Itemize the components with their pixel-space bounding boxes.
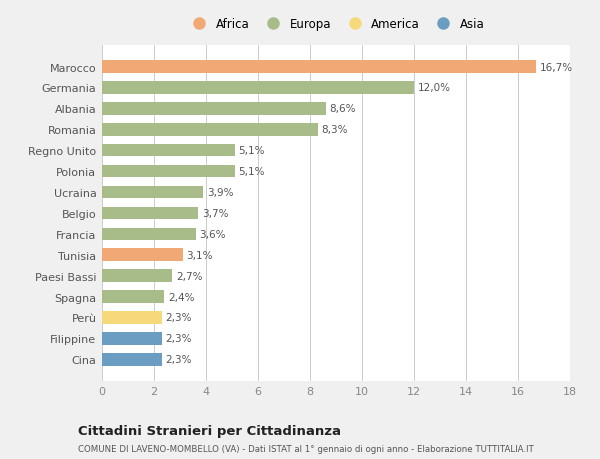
Text: 3,9%: 3,9% bbox=[208, 188, 234, 197]
Text: 8,3%: 8,3% bbox=[322, 125, 348, 135]
Bar bbox=[102, 82, 414, 95]
Text: Cittadini Stranieri per Cittadinanza: Cittadini Stranieri per Cittadinanza bbox=[78, 425, 341, 437]
Text: 5,1%: 5,1% bbox=[239, 167, 265, 177]
Bar bbox=[102, 291, 164, 303]
Text: 3,6%: 3,6% bbox=[199, 230, 226, 239]
Bar bbox=[102, 61, 536, 73]
Text: 2,3%: 2,3% bbox=[166, 334, 192, 344]
Text: 2,7%: 2,7% bbox=[176, 271, 203, 281]
Bar bbox=[102, 270, 172, 282]
Text: 2,3%: 2,3% bbox=[166, 354, 192, 364]
Bar bbox=[102, 145, 235, 157]
Text: COMUNE DI LAVENO-MOMBELLO (VA) - Dati ISTAT al 1° gennaio di ogni anno - Elabora: COMUNE DI LAVENO-MOMBELLO (VA) - Dati IS… bbox=[78, 444, 534, 453]
Text: 12,0%: 12,0% bbox=[418, 83, 451, 93]
Bar bbox=[102, 312, 162, 324]
Bar bbox=[102, 165, 235, 178]
Text: 2,4%: 2,4% bbox=[168, 292, 195, 302]
Text: 16,7%: 16,7% bbox=[540, 62, 573, 73]
Text: 5,1%: 5,1% bbox=[239, 146, 265, 156]
Text: 3,1%: 3,1% bbox=[187, 250, 213, 260]
Bar bbox=[102, 353, 162, 366]
Text: 3,7%: 3,7% bbox=[202, 208, 229, 218]
Bar bbox=[102, 103, 326, 115]
Bar bbox=[102, 124, 318, 136]
Text: 8,6%: 8,6% bbox=[329, 104, 356, 114]
Bar bbox=[102, 186, 203, 199]
Text: 2,3%: 2,3% bbox=[166, 313, 192, 323]
Legend: Africa, Europa, America, Asia: Africa, Europa, America, Asia bbox=[187, 18, 485, 31]
Bar bbox=[102, 249, 182, 262]
Bar bbox=[102, 207, 198, 220]
Bar bbox=[102, 332, 162, 345]
Bar bbox=[102, 228, 196, 241]
